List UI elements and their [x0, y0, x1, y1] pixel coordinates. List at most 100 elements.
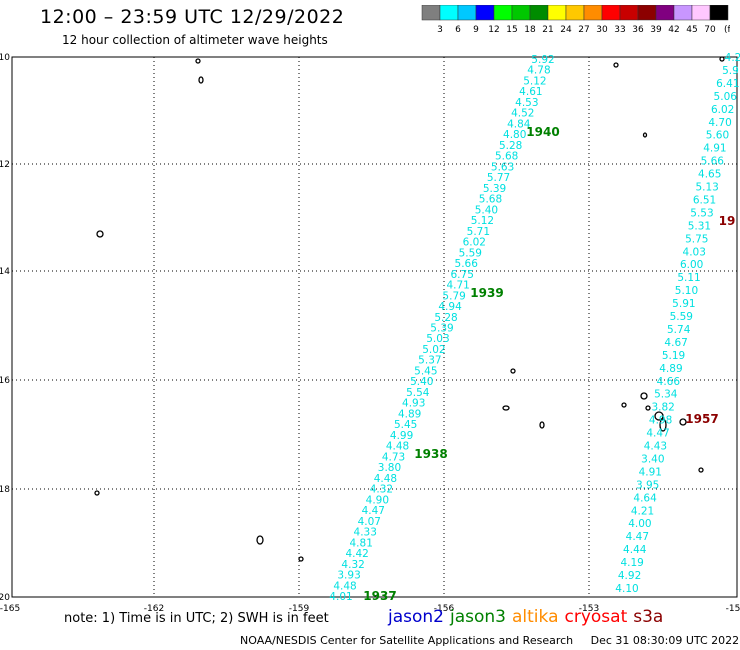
map-subtitle: 12 hour collection of altimeter wave hei… — [62, 33, 328, 47]
wave-height-label: 5.02 — [422, 344, 445, 356]
island-outline — [654, 411, 664, 421]
wave-height-label: 5.11 — [677, 272, 700, 284]
wave-height-label: 5.91 — [672, 298, 695, 310]
wave-height-label: 4.91 — [639, 466, 662, 478]
wave-height-label: 4.03 — [683, 246, 706, 258]
pass-time-label: 1939 — [470, 286, 503, 300]
colorbar-tick-label: 36 — [632, 25, 644, 35]
wave-height-label: 4.66 — [657, 376, 681, 388]
wave-height-label: 5.03 — [426, 333, 449, 345]
wave-height-label: 3.82 — [651, 402, 674, 414]
wave-height-label: 4.42 — [345, 548, 368, 560]
wave-height-label: 4.90 — [366, 494, 389, 506]
satellite-legend-s3a: s3a — [633, 607, 664, 627]
wave-height-label: 4.2 — [725, 52, 740, 64]
wave-height-label: 4.84 — [507, 118, 531, 130]
wave-height-label: 4.44 — [623, 544, 647, 556]
colorbar-tick-label: 39 — [650, 25, 662, 35]
wave-height-label: 5.34 — [654, 389, 678, 401]
wave-height-label: 4.00 — [628, 518, 651, 530]
colorbar-tick-label: 6 — [455, 25, 461, 35]
latitude-tick-label: -18 — [0, 485, 10, 495]
pass-time-label: 19 — [719, 214, 736, 228]
island-outline — [96, 230, 104, 238]
longitude-tick-label: -159 — [289, 604, 310, 614]
wave-height-label: 4.43 — [644, 441, 667, 453]
longitude-tick-label: -165 — [0, 604, 20, 614]
wave-height-label: 6.75 — [451, 269, 474, 281]
colorbar-swatch — [709, 5, 729, 21]
wave-height-label: 5.79 — [442, 290, 465, 302]
colorbar-tick-label: 3 — [437, 25, 443, 35]
pass-time-label: 1957 — [685, 412, 718, 426]
wave-height-label: 3.95 — [636, 479, 659, 491]
pass-time-label: 1938 — [414, 447, 447, 461]
satellite-legend-cryosat: cryosat — [564, 607, 628, 627]
wave-height-label: 5.74 — [667, 324, 691, 336]
wave-height-label: 3.93 — [337, 570, 360, 582]
wave-height-label: 6.02 — [711, 104, 734, 116]
island-outline — [645, 405, 651, 411]
island-outline — [502, 405, 510, 411]
wave-height-label: 5.10 — [675, 285, 698, 297]
longitude-tick-label: -15 — [726, 604, 740, 614]
island-outline — [256, 535, 264, 545]
satellite-legend-jason3: jason3 — [450, 607, 506, 627]
island-outline — [298, 556, 304, 562]
colorbar-tick-label: 15 — [506, 25, 517, 35]
wave-height-label: 5.75 — [685, 233, 708, 245]
wave-height-label: 6.00 — [680, 259, 703, 271]
wave-height-label: 4.07 — [358, 516, 381, 528]
wave-height-label: 5.54 — [406, 387, 430, 399]
island-outline — [679, 418, 687, 426]
wave-height-label: 4.89 — [659, 363, 682, 375]
wave-height-label: 6.02 — [463, 237, 486, 249]
satellite-legend-jason2: jason2 — [388, 607, 444, 627]
wave-height-label: 5.53 — [690, 207, 713, 219]
longitude-tick-label: -153 — [579, 604, 599, 614]
wave-height-label: 5.68 — [479, 194, 502, 206]
wave-height-label: 5.66 — [701, 156, 725, 168]
colorbar-tick-label: 42 — [668, 25, 679, 35]
island-outline — [94, 490, 100, 496]
wave-height-label: 5.92 — [531, 54, 554, 66]
wave-height-label: 5.45 — [394, 419, 417, 431]
island-outline — [198, 76, 204, 84]
colorbar-tick-label: 45 — [686, 25, 697, 35]
wave-height-label: 4.67 — [664, 337, 687, 349]
map-frame — [11, 56, 738, 598]
wave-height-label: 5.13 — [695, 182, 718, 194]
wave-height-label: 4.48 — [333, 580, 356, 592]
wave-height-label: 4.61 — [519, 86, 542, 98]
wave-height-label: 4.19 — [620, 557, 643, 569]
colorbar-tick-label: 21 — [542, 25, 553, 35]
wave-height-label: 4.99 — [390, 430, 413, 442]
satellite-legend-altika: altika — [512, 607, 559, 627]
wave-height-label: 4.91 — [703, 143, 726, 155]
wave-height-label: 4.48 — [386, 441, 409, 453]
wave-height-label: 5.40 — [475, 204, 498, 216]
longitude-tick-label: -162 — [144, 604, 164, 614]
wave-height-label: 6.41 — [716, 78, 739, 90]
pass-time-label: 1937 — [363, 589, 396, 603]
wave-height-label: 4.32 — [341, 559, 364, 571]
colorbar-tick-label: 33 — [614, 25, 625, 35]
credit-org: NOAA/NESDIS Center for Satellite Applica… — [240, 634, 574, 647]
colorbar-tick-label: 9 — [473, 25, 479, 35]
wave-height-label: 5.77 — [487, 172, 510, 184]
wave-height-label: 5.06 — [714, 91, 738, 103]
wave-height-label: 5.28 — [499, 140, 522, 152]
wave-height-label: 5.39 — [483, 183, 506, 195]
island-outline — [642, 132, 648, 138]
satellite-legend: jason2 jason3 altika cryosat s3a — [388, 607, 669, 627]
wave-height-label: 4.89 — [398, 408, 421, 420]
wave-height-label: 4.47 — [626, 531, 649, 543]
wave-height-label: 4.93 — [402, 398, 425, 410]
wave-height-label: 5.68 — [495, 151, 518, 163]
wave-height-label: 5.12 — [523, 75, 546, 87]
colorbar-unit: (ft) — [724, 25, 730, 35]
wave-height-label: 5.71 — [467, 226, 490, 238]
island-outline — [719, 56, 725, 62]
colorbar-tick-label: 24 — [560, 25, 572, 35]
